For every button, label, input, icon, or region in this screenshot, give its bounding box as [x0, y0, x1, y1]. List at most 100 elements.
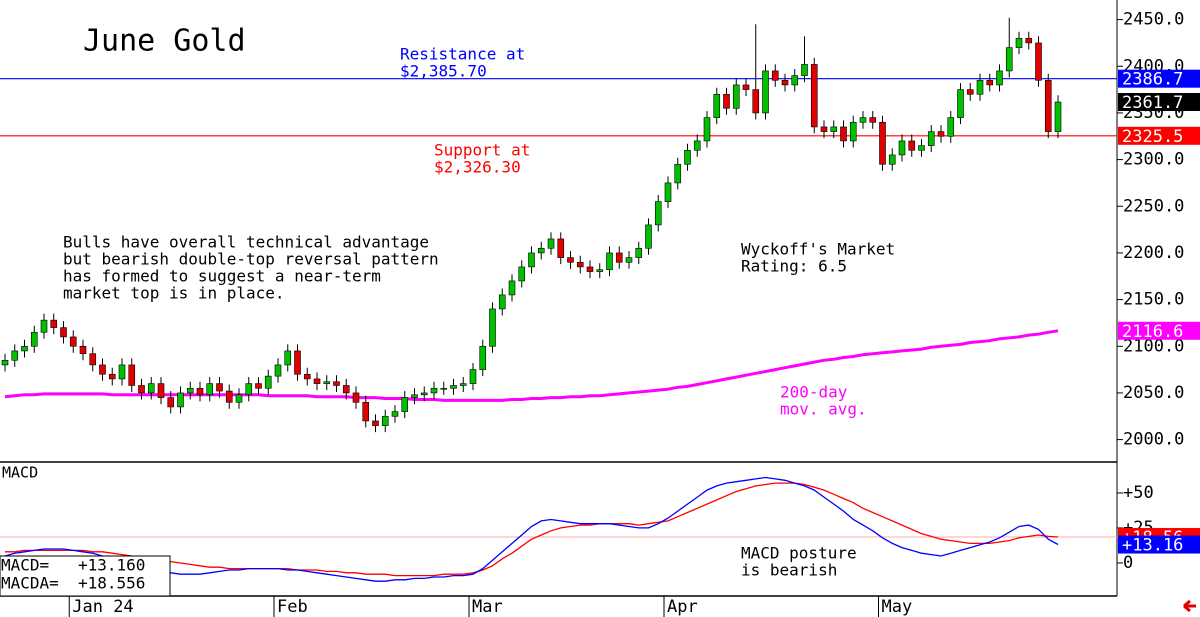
candle-body	[1025, 37, 1033, 44]
annotation: Wyckoff's Market	[741, 240, 895, 259]
candle-body	[362, 401, 370, 422]
candle-body	[927, 131, 935, 146]
candle-body	[840, 126, 847, 142]
y-tick-label: 2000.0	[1123, 430, 1184, 450]
legend-name: MACDA=	[1, 574, 59, 593]
candle-body	[489, 308, 496, 347]
candle-body	[30, 331, 38, 347]
candle-body	[479, 345, 487, 370]
candle-body	[810, 64, 818, 128]
x-tick-label: Jan 24	[72, 597, 133, 617]
candle-body	[225, 390, 233, 403]
x-tick-label: Feb	[277, 597, 308, 617]
candle-body	[1044, 79, 1052, 132]
resistance-label: $2,385.70	[400, 62, 487, 81]
candle-body	[50, 319, 58, 328]
candle-body	[333, 381, 340, 386]
candle-body	[186, 387, 194, 394]
candle-body	[830, 126, 838, 132]
candle-body	[703, 117, 711, 142]
moving-average-label: 200-day	[780, 383, 848, 402]
chart-title: June Gold	[83, 24, 246, 59]
candle-body	[684, 149, 691, 165]
legend-box	[0, 555, 171, 597]
candle-body	[859, 117, 867, 123]
legend-value: +13.160	[78, 556, 145, 575]
annotation: but bearish double-top reversal pattern	[63, 250, 439, 269]
candle-body	[391, 411, 399, 417]
y-tick-label: 2250.0	[1123, 196, 1184, 216]
candle-body	[264, 375, 272, 389]
candle-body	[732, 84, 740, 109]
candle-body	[791, 75, 799, 86]
candle-body	[898, 140, 906, 156]
support-tag-label: 2325.5	[1122, 127, 1183, 147]
moving-average-label: mov. avg.	[780, 400, 867, 419]
candle-body	[138, 385, 145, 394]
resistance-tag-label: 2386.7	[1122, 70, 1183, 90]
candle-body	[557, 238, 565, 258]
candle-body	[303, 373, 311, 380]
y-tick-label: 2450.0	[1123, 10, 1184, 30]
candle-body	[1, 359, 9, 366]
candle-body	[625, 257, 633, 263]
macd-line	[5, 482, 1059, 577]
candle-body	[781, 79, 789, 86]
candle-body	[1015, 37, 1023, 48]
candle-body	[723, 93, 730, 109]
candle-body	[294, 350, 301, 375]
candle-body	[430, 387, 438, 394]
candle-body	[664, 182, 672, 202]
candle-body	[177, 392, 184, 408]
candle-body	[820, 126, 828, 132]
candle-body	[742, 84, 750, 90]
candle-body	[108, 373, 116, 380]
candle-body	[547, 238, 555, 249]
candle-body	[976, 79, 984, 95]
candle-body	[420, 392, 428, 396]
support-label: Support at	[434, 141, 530, 160]
candle-body	[888, 154, 896, 165]
candle-body	[576, 261, 584, 268]
candle-body	[381, 415, 389, 426]
candle-body	[469, 369, 477, 384]
candle-body	[128, 364, 136, 386]
candle-body	[89, 353, 97, 366]
candle-body	[693, 140, 701, 151]
macd-y-tick-label: +50	[1123, 483, 1154, 503]
macd-1-tag	[1118, 535, 1200, 554]
candle-body	[869, 117, 877, 123]
candle-body	[635, 247, 643, 258]
macd-title: MACD	[2, 464, 38, 482]
annotation: Rating: 6.5	[741, 257, 847, 276]
candle-body	[996, 70, 1003, 86]
candle-body	[849, 121, 857, 142]
candle-body	[1054, 101, 1062, 132]
resistance-label: Resistance at	[400, 45, 525, 64]
candle-body	[586, 266, 594, 272]
candle-body	[498, 294, 506, 310]
candle-body	[255, 383, 262, 389]
macd-1-tag-label: +13.16	[1122, 536, 1183, 556]
candle-body	[313, 378, 321, 384]
resistance-tag	[1118, 69, 1200, 88]
annotation: Bulls have overall technical advantage	[63, 233, 429, 252]
candle-body	[40, 319, 48, 333]
candle-body	[947, 117, 955, 137]
candle-body	[508, 280, 516, 296]
candle-body	[352, 392, 360, 403]
macd-annotation: MACD posture	[741, 544, 857, 563]
last-price-tag-label: 2361.7	[1122, 93, 1183, 113]
candle-body	[1035, 42, 1042, 81]
candle-body	[342, 385, 350, 394]
moving-average-tag-label: 2116.6	[1122, 322, 1183, 342]
candle-body	[459, 383, 467, 386]
candle-body	[537, 247, 545, 254]
macd-line	[4, 476, 1059, 582]
candle-body	[966, 89, 974, 95]
candle-body	[11, 350, 19, 361]
x-tick-label: May	[882, 597, 913, 617]
